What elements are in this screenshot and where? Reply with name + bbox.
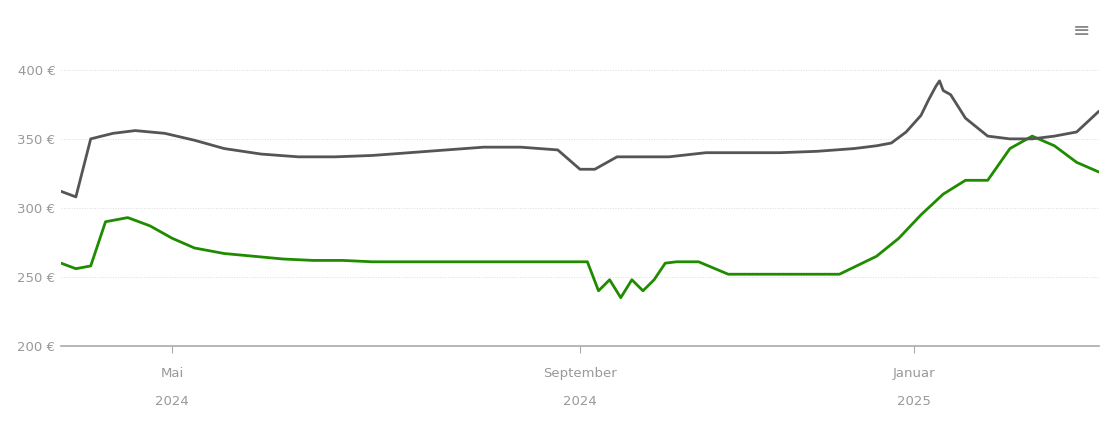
Text: Mai: Mai: [161, 367, 184, 380]
Text: September: September: [543, 367, 617, 380]
Text: Januar: Januar: [892, 367, 935, 380]
Text: 2025: 2025: [897, 395, 930, 408]
Text: 2024: 2024: [155, 395, 189, 408]
Text: 2024: 2024: [563, 395, 597, 408]
Text: ≡: ≡: [1072, 21, 1090, 41]
